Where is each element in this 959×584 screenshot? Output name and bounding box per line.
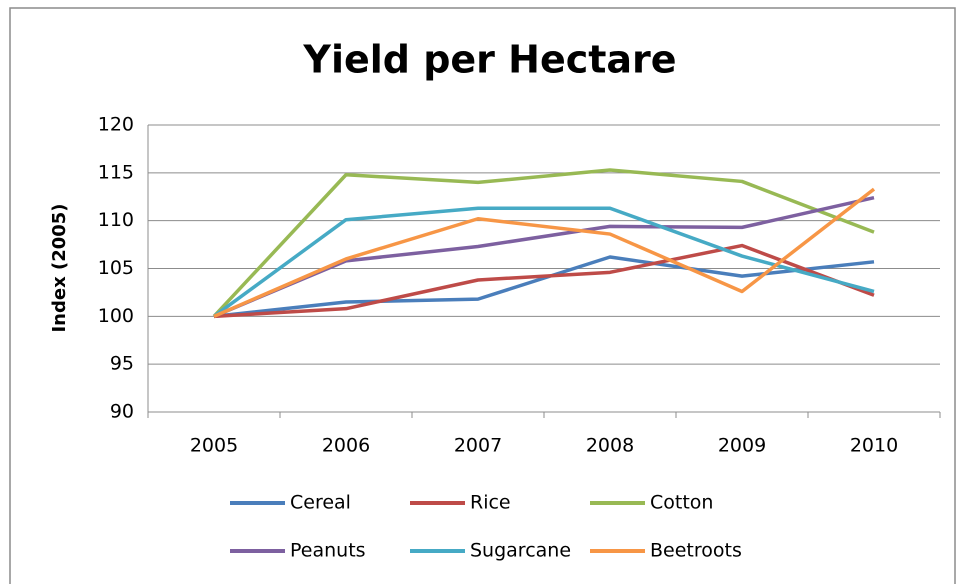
x-tick-label: 2007 <box>454 435 502 457</box>
legend-label: Cotton <box>650 492 713 514</box>
legend-label: Sugarcane <box>470 540 571 562</box>
y-tick-label: 120 <box>98 114 134 136</box>
y-tick-label: 95 <box>110 353 134 375</box>
y-axis-label: Index (2005) <box>49 203 70 332</box>
series-line <box>212 168 875 318</box>
legend-label: Beetroots <box>650 540 742 562</box>
series-line <box>212 206 875 318</box>
x-tick-label: 2010 <box>850 435 898 457</box>
x-tick-label: 2006 <box>322 435 370 457</box>
y-tick-label: 110 <box>98 209 134 231</box>
y-tick-label: 105 <box>98 257 134 279</box>
legend-label: Peanuts <box>290 540 366 562</box>
x-tick-label: 2005 <box>190 435 238 457</box>
y-tick-label: 115 <box>98 161 134 183</box>
y-tick-label: 100 <box>98 305 134 327</box>
legend-label: Cereal <box>290 492 351 514</box>
legend-label: Rice <box>470 492 511 514</box>
chart-title: Yield per Hectare <box>302 38 676 82</box>
x-tick-label: 2009 <box>718 435 766 457</box>
y-tick-label: 90 <box>110 401 134 423</box>
x-tick-label: 2008 <box>586 435 634 457</box>
series-line <box>213 187 876 318</box>
series-line <box>213 243 875 319</box>
